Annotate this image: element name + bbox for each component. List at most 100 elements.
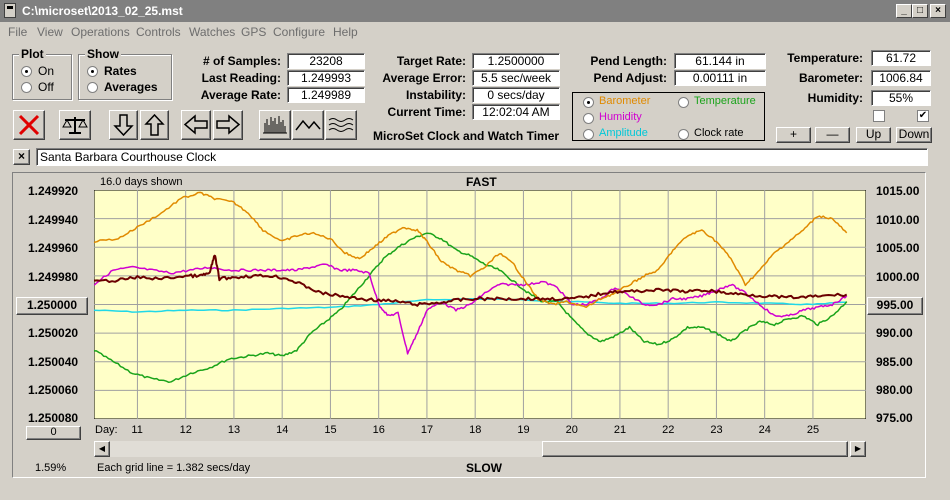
red-x-icon: [18, 114, 40, 136]
title-bar: C:\microset\2013_02_25.mst _ □ ×: [0, 0, 950, 22]
right-arrow-button[interactable]: [213, 110, 243, 140]
scroll-thumb[interactable]: [542, 441, 848, 457]
humidity-field: 55%: [871, 90, 931, 106]
scroll-left-button[interactable]: ◀: [94, 441, 110, 457]
close-window-button[interactable]: ×: [930, 4, 946, 18]
menu-help[interactable]: Help: [333, 25, 358, 39]
series-line-barometer: [94, 191, 848, 309]
y-right-tick: 990.00: [876, 326, 913, 340]
humidity-option-label: Humidity: [599, 111, 642, 123]
pend-length-field: 61.144 in: [674, 53, 766, 69]
menu-gps[interactable]: GPS: [241, 25, 267, 39]
menu-view[interactable]: View: [37, 25, 63, 39]
wave-view-button[interactable]: [325, 110, 357, 140]
x-tick-label: 17: [420, 424, 434, 436]
x-tick-label: 16: [372, 424, 385, 436]
average-error-label: Average Error:: [382, 71, 466, 85]
center-right-button[interactable]: 995.00: [867, 297, 923, 315]
pend-adjust-label: Pend Adjust:: [593, 71, 667, 85]
amplitude-option-label: Amplitude: [599, 127, 648, 139]
plot-on-label: On: [38, 64, 55, 78]
current-time-field: 12:02:04 AM: [472, 104, 560, 120]
slow-label: SLOW: [466, 461, 502, 475]
down-arrow-button[interactable]: [109, 110, 138, 140]
left-arrow-button[interactable]: [181, 110, 211, 140]
menu-file[interactable]: File: [8, 25, 28, 39]
maximize-button[interactable]: □: [912, 4, 928, 18]
plot-area[interactable]: [94, 190, 866, 419]
menu-configure[interactable]: Configure: [273, 25, 326, 39]
amplitude-radio[interactable]: [583, 129, 594, 140]
balance-scale-icon: [62, 117, 88, 134]
x-tick-label: 20: [565, 424, 578, 436]
scroll-value-button[interactable]: 0: [26, 426, 81, 440]
show-rates-radio[interactable]: [87, 66, 98, 77]
option-checkbox-1[interactable]: [873, 110, 885, 122]
grid-note-label: Each grid line = 1.382 secs/day: [97, 462, 251, 474]
balance-button[interactable]: [59, 110, 91, 140]
show-group: Show Rates Averages: [78, 47, 172, 100]
instability-field: 0 secs/day: [472, 87, 560, 103]
show-averages-label: Averages: [104, 80, 158, 94]
show-averages-radio[interactable]: [87, 82, 98, 93]
percent-label: 1.59%: [35, 462, 67, 474]
clock-rate-radio[interactable]: [678, 129, 689, 140]
window-title: C:\microset\2013_02_25.mst: [22, 4, 183, 18]
temperature-option-label: Temperature: [694, 95, 756, 107]
scroll-right-button[interactable]: ▶: [850, 441, 866, 457]
barometer-label: Barometer:: [798, 71, 863, 85]
menu-operations[interactable]: Operations: [71, 25, 130, 39]
day-axis-label: Day:: [95, 424, 118, 436]
plot-off-radio[interactable]: [21, 82, 32, 93]
show-rates-label: Rates: [104, 64, 137, 78]
stop-button[interactable]: [13, 110, 45, 140]
plot-group: Plot On Off: [12, 47, 72, 100]
x-tick-label: 24: [758, 424, 771, 436]
temperature-label: Temperature:: [787, 51, 863, 65]
up-arrow-button[interactable]: [140, 110, 169, 140]
barometer-option-label: Barometer: [599, 95, 651, 107]
fast-label: FAST: [466, 175, 497, 189]
target-rate-label: Target Rate:: [396, 54, 466, 68]
average-rate-label: Average Rate:: [200, 88, 281, 102]
plot-group-title: Plot: [19, 47, 46, 61]
center-left-button[interactable]: 1.250000: [16, 297, 88, 315]
y-right-tick: 1005.00: [876, 241, 920, 255]
instability-label: Instability:: [405, 88, 466, 102]
humidity-label: Humidity:: [807, 91, 863, 105]
menu-watches[interactable]: Watches: [189, 25, 236, 39]
waves-icon: [328, 118, 354, 132]
scale-up-button[interactable]: Up: [856, 127, 891, 143]
y-left-tick: 1.250020: [28, 326, 79, 340]
clear-watch-button[interactable]: ×: [13, 149, 30, 165]
plot-on-radio[interactable]: [21, 66, 32, 77]
y-right-tick: 1000.00: [876, 270, 920, 284]
time-scrollbar[interactable]: ◀ ▶: [94, 441, 866, 457]
humidity-radio[interactable]: [583, 113, 594, 124]
x-tick-label: 25: [806, 424, 820, 436]
target-rate-field: 1.2500000: [472, 53, 560, 69]
sensor-select-box: Barometer Temperature Humidity Amplitude…: [572, 92, 765, 141]
average-rate-field: 1.249989: [287, 87, 365, 103]
pend-length-label: Pend Length:: [590, 54, 667, 68]
minimize-button[interactable]: _: [896, 4, 912, 18]
option-checkbox-2[interactable]: ✔: [917, 110, 929, 122]
bars-view-button[interactable]: [259, 110, 291, 140]
y-left-tick: 1.249920: [28, 184, 79, 198]
bar-graph-icon: [263, 116, 287, 134]
show-group-title: Show: [85, 47, 121, 61]
scale-plus-button[interactable]: +: [776, 127, 811, 143]
line-view-button[interactable]: [292, 110, 324, 140]
y-left-tick: 1.250080: [28, 411, 79, 425]
barometer-radio[interactable]: [583, 97, 594, 108]
menu-controls[interactable]: Controls: [136, 25, 181, 39]
x-tick-label: 19: [517, 424, 530, 436]
temperature-radio[interactable]: [678, 97, 689, 108]
days-shown-label: 16.0 days shown: [100, 176, 183, 188]
last-reading-label: Last Reading:: [201, 71, 281, 85]
scale-down-button[interactable]: Down: [896, 127, 932, 143]
watch-name-field[interactable]: Santa Barbara Courthouse Clock: [36, 148, 928, 166]
x-tick-label: 18: [469, 424, 482, 436]
y-left-tick: 1.250060: [28, 383, 79, 397]
scale-minus-button[interactable]: —: [815, 127, 850, 143]
